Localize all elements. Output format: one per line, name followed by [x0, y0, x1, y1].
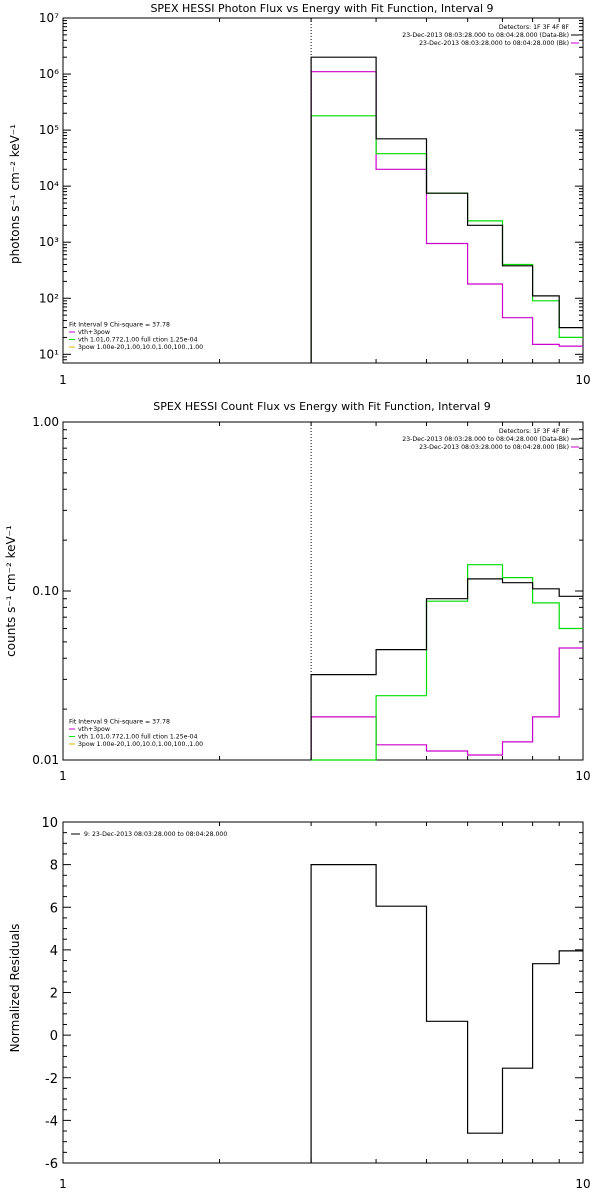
- photon-flux-legend-top-right-entry: Detectors: 1F 3F 4F 8F: [499, 24, 570, 31]
- residuals-y-tick-label: 8: [50, 859, 58, 874]
- photon-flux-plot-frame: [62, 17, 584, 364]
- residuals-legend-label: 9: 23-Dec-2013 08:03:28.000 to 08:04:28.…: [84, 831, 227, 838]
- count-flux-y-tick-label: 0.01: [32, 753, 59, 767]
- residuals-x-tick-label-10: 10: [575, 1177, 590, 1191]
- count-flux-series-data: [310, 578, 583, 760]
- count-flux-title: SPEX HESSI Count Flux vs Energy with Fit…: [153, 400, 490, 413]
- count-flux-legend-bottom-left-entry: Fit Interval 9 Chi-square = 37.78: [69, 719, 170, 726]
- count-flux-legend-top-right-entry: 23-Dec-2013 08:03:28.000 to 08:04:28.000…: [402, 436, 569, 443]
- residuals-plot-frame: [62, 821, 584, 1164]
- photon-flux-legend-top-right-entry: 23-Dec-2013 08:03:28.000 to 08:04:28.000…: [402, 32, 569, 39]
- residuals-y-tick-label: 2: [50, 987, 58, 1002]
- photon-flux-y-tick-label: 10⁶: [39, 67, 59, 81]
- photon-flux-x-tick-label-1: 1: [59, 373, 67, 387]
- residuals-y-tick-label: -6: [45, 1157, 58, 1172]
- photon-flux-y-tick-label: 10³: [39, 235, 59, 249]
- count-flux-plot-frame: [62, 421, 584, 761]
- photon-flux-legend-bottom-left-entry: Fit Interval 9 Chi-square = 37.78: [69, 322, 170, 329]
- photon-flux-legend-top-right-entry: 23-Dec-2013 08:03:28.000 to 08:04:28.000…: [419, 40, 569, 47]
- count-flux-legend-top-right-entry: 23-Dec-2013 08:03:28.000 to 08:04:28.000…: [419, 444, 569, 451]
- residuals-y-tick-label: -2: [45, 1072, 58, 1087]
- photon-flux-y-tick-label: 10⁷: [39, 11, 59, 25]
- count-flux-legend-top-right-entry: Detectors: 1F 3F 4F 8F: [499, 428, 570, 435]
- count-flux-series-model: [311, 564, 583, 761]
- photon-flux-y-tick-label: 10¹: [39, 347, 59, 361]
- residuals-ylabel: Normalized Residuals: [8, 924, 22, 1053]
- count-flux-y-tick-label: 1.00: [32, 415, 59, 429]
- photon-flux-series-model: [310, 115, 583, 363]
- photon-flux-title: SPEX HESSI Photon Flux vs Energy with Fi…: [150, 2, 493, 15]
- residuals-y-tick-label: -4: [45, 1114, 58, 1129]
- photon-flux-legend-bottom-left-entry: vth+3pow: [78, 329, 110, 336]
- count-flux-legend-bottom-left-entry: vth+3pow: [78, 726, 110, 733]
- residuals-y-tick-label: 10: [41, 816, 58, 831]
- residuals-series-data: [310, 864, 583, 1163]
- count-flux-legend-bottom-left-entry: vth 1.01,0.772,1.00 full ction 1.25e-04: [78, 734, 198, 741]
- photon-flux-legend-bottom-left-entry: vth 1.01,0.772,1.00 full ction 1.25e-04: [78, 337, 198, 344]
- count-flux-series-component: [310, 647, 583, 760]
- count-flux-y-tick-label: 0.10: [32, 584, 59, 598]
- residuals-y-tick-label: 0: [50, 1029, 58, 1044]
- photon-flux-panel: SPEX HESSI Photon Flux vs Energy with Fi…: [8, 2, 591, 387]
- photon-flux-legend-bottom-left-entry: 3pow 1.00e-20,1.00,10.0,1.00,100.,1.00: [78, 344, 203, 351]
- photon-flux-series-data: [310, 56, 583, 363]
- photon-flux-y-tick-label: 10²: [39, 291, 59, 305]
- count-flux-legend-bottom-left-entry: 3pow 1.00e-20,1.00,10.0,1.00,100.,1.00: [78, 741, 203, 748]
- count-flux-ylabel: counts s⁻¹ cm⁻² keV⁻¹: [4, 525, 18, 657]
- count-flux-x-tick-label-1: 1: [59, 769, 67, 783]
- residuals-y-tick-label: 4: [50, 944, 58, 959]
- photon-flux-y-tick-label: 10⁴: [39, 179, 59, 193]
- count-flux-panel: SPEX HESSI Count Flux vs Energy with Fit…: [4, 400, 591, 783]
- residuals-y-tick-label: 6: [50, 901, 58, 916]
- photon-flux-ylabel: photons s⁻¹ cm⁻² keV⁻¹: [8, 124, 22, 264]
- photon-flux-x-tick-label-10: 10: [575, 373, 590, 387]
- count-flux-x-tick-label-10: 10: [575, 769, 590, 783]
- residuals-panel: Normalized Residuals 1 10 -6 -4 -2 0 2 4 6 8 10 9…: [8, 816, 591, 1191]
- photon-flux-y-tick-label: 10⁵: [39, 123, 59, 137]
- residuals-x-tick-label-1: 1: [59, 1177, 67, 1191]
